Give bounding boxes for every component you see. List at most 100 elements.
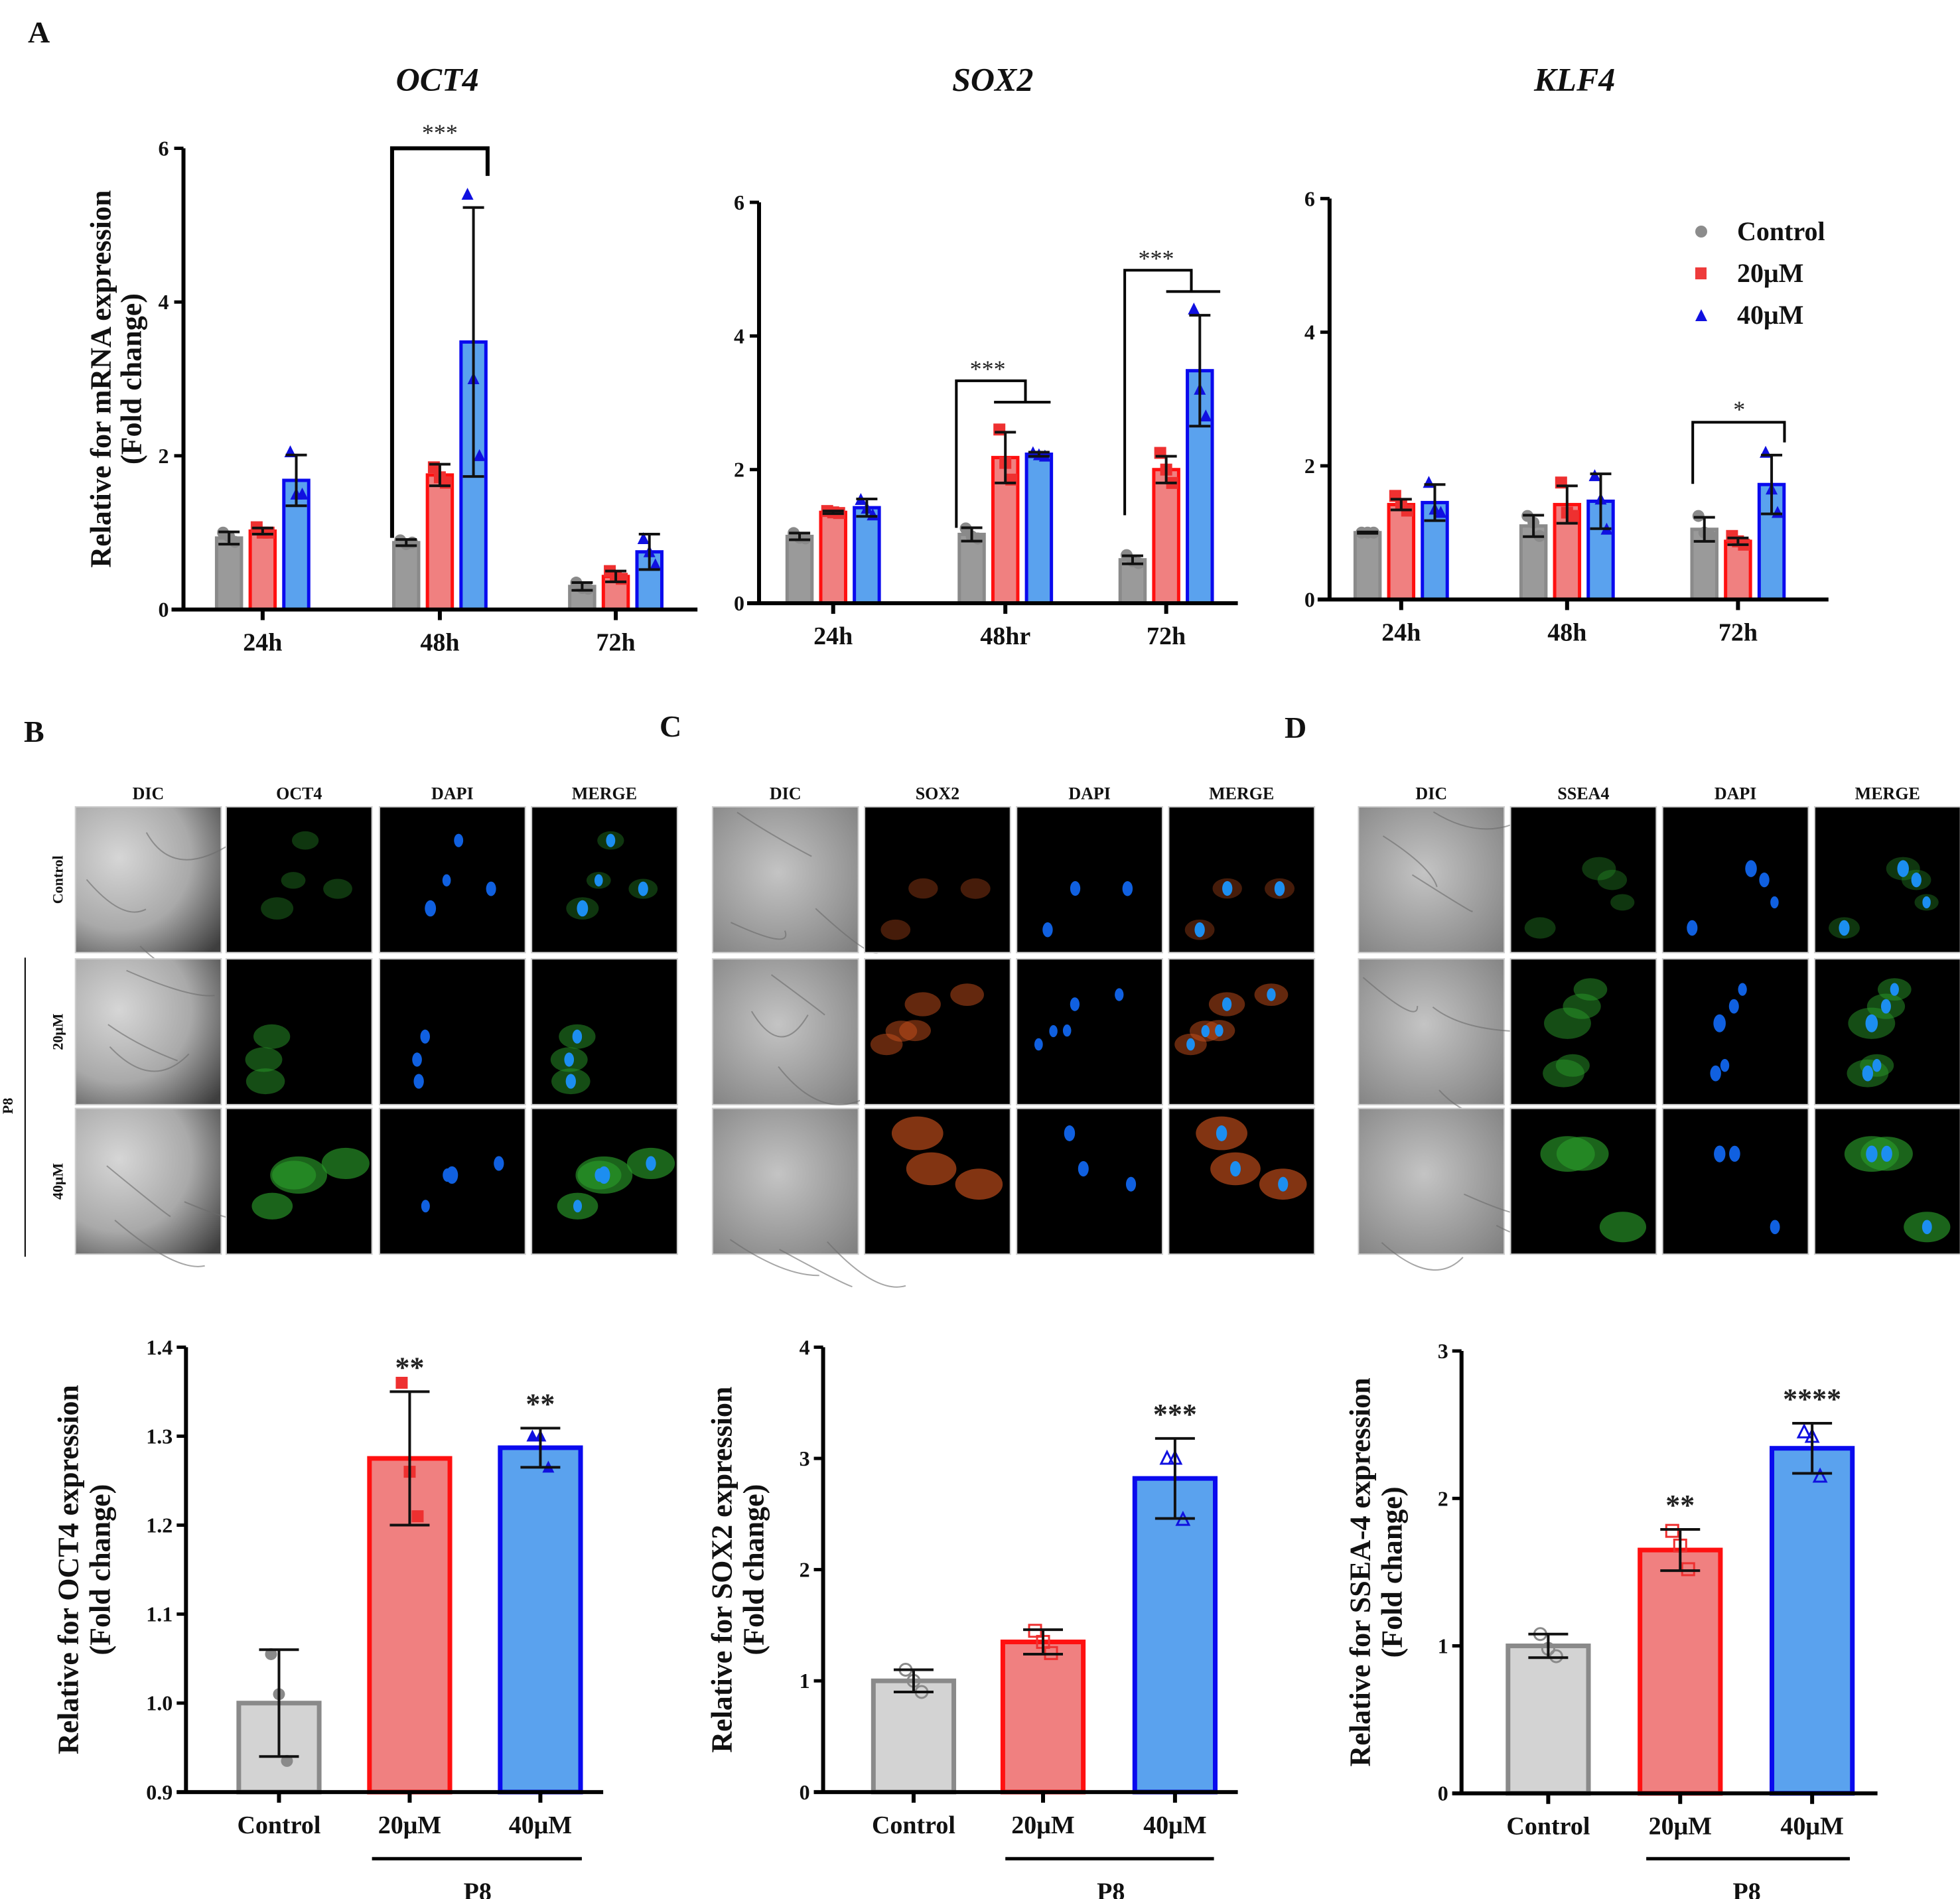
error-bar (1590, 472, 1612, 530)
micrograph-dapi-row3 (1016, 1107, 1163, 1255)
panel-label-a: A (28, 15, 50, 49)
nucleus-dapi (1222, 997, 1232, 1011)
column-header-dapi: DAPI (431, 784, 474, 804)
error-bar (1761, 453, 1783, 516)
y-tick-label: 0 (800, 1780, 810, 1804)
row-label: 20μM (50, 1013, 66, 1050)
error-bar (1528, 1632, 1569, 1659)
micrograph-dapi-row1 (378, 806, 526, 953)
marker-stain (904, 992, 941, 1017)
fluorescence-image (378, 958, 526, 1105)
data-point (1588, 469, 1601, 482)
nucleus-dapi (1049, 1024, 1058, 1038)
nucleus-dapi (1215, 1024, 1224, 1037)
y-tick-label: 0 (159, 598, 169, 622)
group-label: P8 (0, 1097, 16, 1113)
data-point (411, 1510, 424, 1523)
error-bar (822, 510, 844, 516)
micrograph-merge-row3 (1168, 1107, 1316, 1255)
significance-label: *** (422, 119, 458, 146)
fluorescence-image (1016, 806, 1163, 953)
y-axis-label: Relative for OCT4 expression (Fold change… (52, 1385, 116, 1754)
legend-control-marker (1695, 226, 1707, 238)
micrograph-dapi-row2 (1661, 958, 1809, 1105)
nucleus-dapi (564, 1052, 575, 1067)
data-point (649, 558, 662, 571)
micrograph-dic-row1 (711, 806, 878, 954)
data-point (993, 423, 1006, 436)
microscopy-grid-ssea4: DIC SSEA4 DAPI MERGE (1358, 784, 1960, 1271)
bar-20μM-72h (1152, 468, 1180, 605)
error-bar (571, 581, 593, 592)
error-bar (395, 538, 417, 547)
chart-title: SOX2 (952, 60, 1033, 98)
y-tick-label: 0.9 (146, 1780, 173, 1804)
marker-stain (950, 983, 984, 1006)
micrograph-merge-row3 (531, 1107, 678, 1255)
marker-stain (891, 1116, 944, 1151)
nucleus-dapi (572, 1029, 583, 1044)
y-axis-label-line2: (Fold change) (115, 293, 148, 464)
marker-stain (253, 1024, 291, 1049)
nucleus-dapi (1687, 920, 1698, 936)
dic-image (1358, 1107, 1505, 1255)
y-axis-label-line1: Relative for SSEA-4 expression (1344, 1377, 1376, 1766)
chart-oct4-p8: Control ** 20μM ** 40μM 0.9 1.0 1.1 1.2 1.3 1.4 Rel… (52, 1335, 604, 1899)
fluorescence-image (1813, 806, 1960, 953)
marker-stain (880, 919, 911, 940)
cell-outline (1433, 811, 1513, 830)
micrograph-dapi-row2 (1016, 958, 1163, 1105)
marker-stain (899, 1020, 931, 1042)
fluorescence-image (864, 806, 1011, 953)
cell-outline (730, 922, 787, 940)
dic-image (74, 1107, 222, 1255)
cell-outline (729, 1239, 819, 1277)
y-tick-label: 3 (1438, 1339, 1448, 1363)
micrograph-sox2-row1 (864, 806, 1011, 953)
marker-stain (906, 1152, 957, 1186)
nucleus-dapi (1278, 1176, 1289, 1192)
data-point (1423, 476, 1435, 488)
marker-stain (908, 878, 938, 899)
nucleus-dapi (1728, 999, 1739, 1014)
error-bar (789, 531, 811, 541)
nucleus-dapi (1759, 873, 1770, 888)
bar-Control (871, 1678, 957, 1795)
fluorescence-image (1016, 958, 1163, 1105)
fluorescence-image (1661, 1107, 1809, 1255)
x-tick-label: Control (237, 1811, 320, 1839)
chart-title: OCT4 (396, 60, 479, 98)
chart-title: KLF4 (1533, 60, 1615, 98)
error-bar (1523, 514, 1545, 538)
nucleus-dapi (565, 1074, 576, 1089)
nucleus-dapi (1890, 983, 1899, 996)
y-tick-label: 2 (159, 444, 169, 468)
data-point (971, 532, 984, 545)
dic-image (711, 958, 859, 1105)
cell-outline (1381, 1241, 1464, 1271)
data-point (1188, 303, 1200, 315)
error-bar (961, 526, 983, 543)
significance-label: * (1733, 396, 1745, 423)
x-tick-label: Control (872, 1811, 955, 1839)
cell-outline (750, 1011, 809, 1038)
nucleus-dapi (425, 900, 437, 917)
dic-image (74, 806, 222, 953)
nucleus-dapi (1770, 1220, 1780, 1235)
marker-stain (1555, 1054, 1590, 1077)
significance-label: *** (1138, 246, 1174, 272)
nucleus-dapi (1865, 1014, 1878, 1032)
x-tick-label: 48h (1547, 618, 1586, 646)
nucleus-dapi (646, 1156, 656, 1171)
cell-outline (736, 811, 812, 857)
error-bar (1660, 1527, 1701, 1573)
bar-20μM (1638, 1547, 1723, 1796)
group-label: P8 (1097, 1878, 1125, 1899)
bar-Control-24h (785, 534, 814, 605)
column-header-oct4: OCT4 (276, 784, 322, 804)
nucleus-dapi (1034, 1038, 1043, 1051)
y-tick-label: 2 (1304, 454, 1315, 478)
panel-label-d: D (1285, 711, 1306, 744)
group-label-text: P8 (0, 1097, 16, 1113)
bar-20μM-48h (425, 473, 455, 612)
